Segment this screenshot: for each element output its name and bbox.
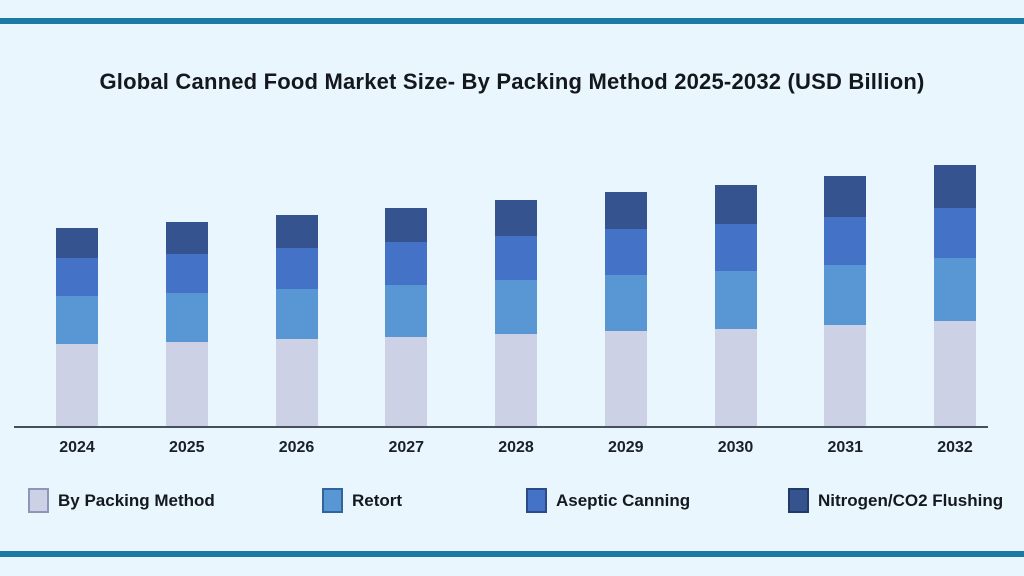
x-axis-label: 2029 (605, 439, 647, 457)
bar-segment (824, 325, 867, 426)
x-axis-label: 2030 (715, 439, 757, 457)
bars-row (56, 160, 976, 426)
bar-segment (604, 229, 647, 275)
legend-item: Retort (322, 488, 402, 513)
bar-segment (604, 331, 647, 426)
bar-segment (714, 185, 757, 224)
x-axis-label-text: 2031 (827, 439, 864, 456)
bar-segment (385, 242, 428, 285)
x-axis-label: 2025 (166, 439, 208, 457)
bar-segment (385, 208, 428, 242)
bar-segment (385, 285, 428, 337)
bar-segment (495, 200, 537, 236)
x-axis-label-text: 2030 (717, 439, 754, 456)
bar-segment (275, 248, 318, 289)
bar-segment (824, 176, 867, 217)
legend-item: By Packing Method (28, 488, 215, 513)
bar-segment (604, 192, 647, 229)
bar-segment (934, 258, 976, 321)
legend: By Packing Method Retort Aseptic Canning Ni… (0, 488, 1024, 516)
legend-label: Nitrogen/CO2 Flushing (818, 490, 1004, 510)
legend-swatch-icon (526, 488, 547, 513)
chart-title: Global Canned Food Market Size- By Packi… (99, 69, 925, 94)
bar-segment (714, 271, 757, 329)
x-axis-label: 2031 (824, 439, 866, 457)
legend-label: Retort (352, 490, 403, 510)
bar-segment (824, 265, 867, 325)
bar-2027 (385, 208, 428, 426)
bar-segment (56, 296, 98, 344)
bar-2024 (56, 228, 98, 426)
x-axis-labels: 2024 2025 2026 2027 2028 2029 2030 2031 2032 (56, 439, 976, 457)
bar-segment (934, 165, 976, 208)
bar-segment (604, 275, 647, 331)
bar-segment (385, 337, 428, 426)
legend-item: Nitrogen/CO2 Flushing (788, 488, 1003, 513)
x-axis-label-text: 2025 (168, 439, 205, 456)
bar-segment (56, 258, 98, 296)
x-axis-label-text: 2027 (388, 439, 425, 456)
bar-segment (934, 321, 976, 426)
x-axis-label-text: 2024 (59, 439, 95, 456)
bar-2026 (275, 215, 318, 426)
bar-segment (934, 208, 976, 258)
legend-label: By Packing Method (58, 490, 215, 510)
bar-2025 (165, 222, 208, 426)
legend-item: Aseptic Canning (526, 488, 690, 513)
top-divider-rule (0, 18, 1024, 24)
x-axis-label: 2027 (385, 439, 427, 457)
bar-segment (165, 293, 208, 342)
bar-2030 (714, 185, 757, 426)
bar-segment (495, 280, 537, 334)
bottom-divider-rule (0, 551, 1024, 557)
bar-2032 (934, 165, 976, 426)
legend-label: Aseptic Canning (556, 490, 691, 510)
x-axis-label-text: 2026 (278, 439, 315, 456)
bar-segment (275, 215, 318, 248)
bar-segment (824, 217, 867, 265)
x-axis-label: 2032 (934, 439, 976, 457)
bar-segment (56, 228, 98, 258)
legend-swatch-icon (788, 488, 809, 513)
bar-segment (165, 254, 208, 293)
bar-segment (165, 222, 208, 254)
x-axis-line (14, 426, 988, 428)
bar-segment (275, 339, 318, 426)
x-axis-label-text: 2032 (937, 439, 973, 456)
x-axis-label: 2024 (56, 439, 98, 457)
bar-segment (495, 334, 537, 426)
bar-2031 (824, 176, 867, 426)
x-axis-label-text: 2028 (498, 439, 534, 456)
bar-2028 (495, 200, 537, 426)
bar-2029 (604, 192, 647, 426)
x-axis-label: 2028 (495, 439, 537, 457)
legend-swatch-icon (322, 488, 343, 513)
bar-segment (495, 236, 537, 280)
bar-segment (714, 329, 757, 426)
bar-segment (165, 342, 208, 426)
x-axis-label-text: 2029 (607, 439, 644, 456)
x-axis-label: 2026 (276, 439, 318, 457)
legend-swatch-icon (28, 488, 49, 513)
bar-segment (56, 344, 98, 426)
bar-segment (275, 289, 318, 339)
bar-segment (714, 224, 757, 271)
